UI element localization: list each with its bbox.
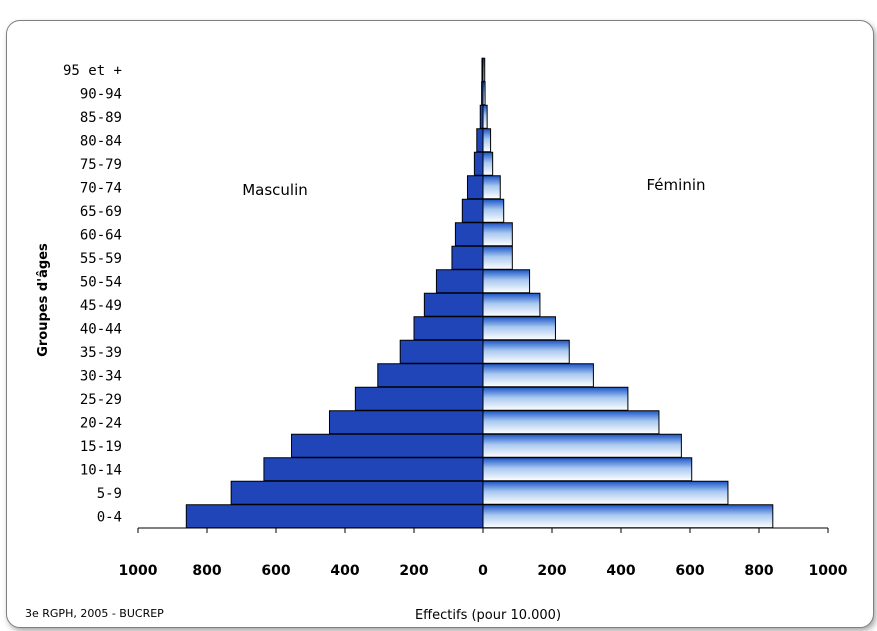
bar-male-55-59 [451,245,484,270]
x-tick-label: 800 [192,563,221,579]
age-group-label: 70-74 [80,181,122,197]
bar-female-70-74 [482,175,501,200]
bar-male-25-29 [354,386,484,411]
age-group-label: 65-69 [80,204,122,220]
age-group-label: 85-89 [80,110,122,126]
bar-male-30-34 [377,363,484,388]
age-group-label: 0-4 [97,510,122,526]
bar-female-35-39 [482,339,570,364]
age-group-label: 5-9 [97,486,122,502]
age-group-label: 40-44 [80,322,122,338]
series-label-female: Féminin [647,176,706,194]
bar-female-5-9 [482,480,729,505]
bar-female-60-64 [482,222,513,247]
x-axis-title: Effectifs (pour 10.000) [415,608,561,623]
bar-female-50-54 [482,269,531,294]
bar-female-0-4 [482,504,774,529]
x-tick-label: 400 [606,563,635,579]
x-axis [138,58,828,529]
bar-male-40-44 [413,316,484,341]
x-tick-label: 400 [330,563,359,579]
age-group-label: 25-29 [80,392,122,408]
bar-female-15-19 [482,433,682,458]
bar-female-55-59 [482,245,513,270]
series-label-male: Masculin [242,181,308,199]
bar-male-65-69 [461,198,484,223]
bar-female-10-14 [482,457,693,482]
bar-male-50-54 [435,269,484,294]
bar-female-40-44 [482,316,556,341]
x-tick-labels: 1000 800 600 400 200 0 200 400 600 800 1000 [119,528,848,579]
bar-male-20-24 [328,410,484,435]
bar-female-65-69 [482,198,505,223]
bar-female-30-34 [482,363,594,388]
age-group-label: 45-49 [80,298,122,314]
x-tick-label: 600 [675,563,704,579]
x-tick-label: 200 [399,563,428,579]
bar-male-80-84 [476,128,484,153]
female-bars [482,57,774,529]
bar-female-75-79 [482,151,494,176]
bar-male-35-39 [399,339,484,364]
bar-male-15-19 [291,433,484,458]
bar-female-85-89 [482,104,488,129]
age-group-label: 80-84 [80,134,122,150]
age-group-label: 95 et + [63,63,122,79]
bar-female-25-29 [482,386,629,411]
bar-male-60-64 [454,222,484,247]
x-tick-label: 800 [744,563,773,579]
bar-female-20-24 [482,410,660,435]
bar-male-70-74 [466,175,484,200]
bar-female-45-49 [482,292,541,317]
age-group-label: 10-14 [80,463,122,479]
age-group-label: 20-24 [80,416,122,432]
age-group-label: 75-79 [80,157,122,173]
male-bars [185,57,484,529]
x-tick-label: 600 [261,563,290,579]
x-tick-label: 1000 [119,563,158,579]
age-group-label: 60-64 [80,228,122,244]
bar-male-0-4 [185,504,484,529]
age-group-label: 35-39 [80,345,122,361]
age-group-label: 30-34 [80,369,122,385]
age-group-label: 55-59 [80,251,122,267]
x-tick-label: 1000 [809,563,848,579]
age-group-label: 50-54 [80,275,122,291]
x-tick-label: 0 [478,563,488,579]
bar-male-45-49 [423,292,484,317]
bar-male-5-9 [230,480,484,505]
y-axis-title: Groupes d'âges [36,243,51,357]
bar-female-80-84 [482,128,492,153]
age-group-label: 90-94 [80,87,122,103]
source-note: 3e RGPH, 2005 - BUCREP [25,607,164,620]
x-tick-label: 200 [537,563,566,579]
bar-male-75-79 [473,151,484,176]
bar-male-10-14 [263,457,484,482]
age-group-labels: 0-4 5-9 10-14 15-19 20-24 25-29 30-34 35-39 40-4… [63,63,122,526]
age-group-label: 15-19 [80,439,122,455]
